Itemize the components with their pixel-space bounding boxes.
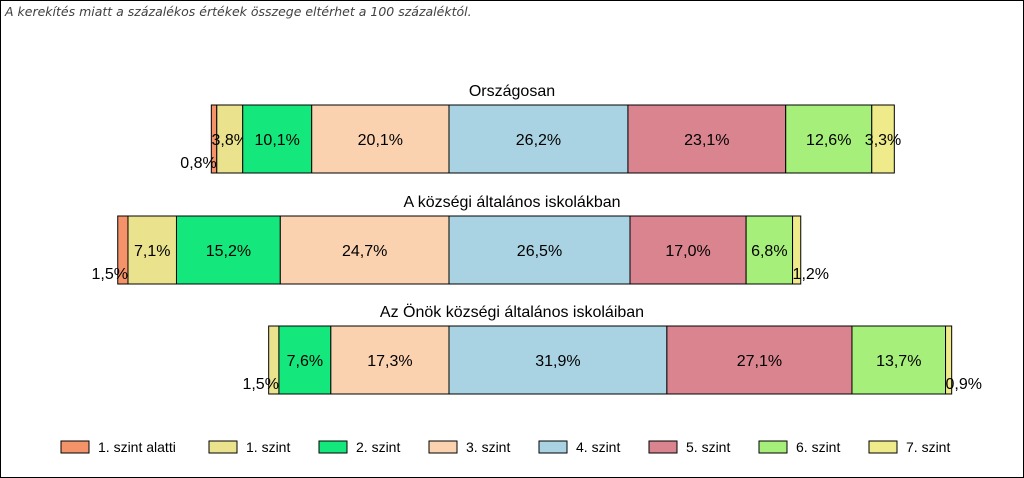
- data-label: 24,7%: [342, 243, 387, 260]
- data-label: 3,8%: [212, 132, 248, 149]
- bar-segment: [745, 215, 794, 285]
- data-label: 31,9%: [535, 353, 580, 370]
- legend-swatch: [60, 440, 90, 454]
- legend-label: 2. szint: [356, 439, 400, 455]
- legend-swatch: [318, 440, 348, 454]
- legend-label: 1. szint alatti: [98, 439, 176, 455]
- data-label: 0,8%: [180, 155, 216, 172]
- data-label: 17,0%: [665, 243, 710, 260]
- legend-swatch: [538, 440, 568, 454]
- data-label: 7,1%: [134, 243, 170, 260]
- bar-title: Az Önök községi általános iskoláiban: [380, 303, 644, 321]
- data-label: 1,5%: [242, 376, 278, 393]
- data-label: 3,3%: [865, 132, 901, 149]
- bar-segment: [785, 104, 873, 174]
- legend-swatch: [868, 440, 898, 454]
- data-label: 15,2%: [206, 243, 251, 260]
- bar-title: A községi általános iskolákban: [403, 194, 620, 211]
- data-label: 27,1%: [737, 353, 782, 370]
- bar-segment: [242, 104, 313, 174]
- data-label: 10,1%: [255, 132, 300, 149]
- bar-segment: [871, 104, 895, 174]
- data-label: 7,6%: [287, 353, 323, 370]
- bar-segment: [448, 325, 668, 395]
- legend-label: 5. szint: [686, 439, 730, 455]
- data-label: 13,7%: [876, 353, 921, 370]
- legend-label: 4. szint: [576, 439, 620, 455]
- bar-segment: [311, 104, 450, 174]
- data-label: 6,8%: [751, 243, 787, 260]
- legend-label: 7. szint: [906, 439, 950, 455]
- legend-label: 3. szint: [466, 439, 510, 455]
- bar-segment: [175, 215, 281, 285]
- data-label: 20,1%: [358, 132, 403, 149]
- legend-label: 1. szint: [246, 439, 290, 455]
- bar-segment: [127, 215, 177, 285]
- legend-swatch: [428, 440, 458, 454]
- bar-segment: [851, 325, 947, 395]
- legend-label: 6. szint: [796, 439, 840, 455]
- data-label: 26,2%: [516, 132, 561, 149]
- bar-segment: [448, 215, 631, 285]
- bar-segment: [666, 325, 853, 395]
- data-label: 23,1%: [684, 132, 729, 149]
- bar-segment: [330, 325, 450, 395]
- data-label: 17,3%: [367, 353, 412, 370]
- legend-swatch: [208, 440, 238, 454]
- legend-swatch: [648, 440, 678, 454]
- data-label: 12,6%: [806, 132, 851, 149]
- data-label: 1,2%: [793, 266, 829, 283]
- bar-segment: [278, 325, 332, 395]
- bar-segment: [945, 325, 953, 395]
- bar-segment: [792, 215, 802, 285]
- data-label: 1,5%: [92, 266, 128, 283]
- bar-title: Országosan: [469, 83, 555, 100]
- data-label: 26,5%: [517, 243, 562, 260]
- rounding-note: A kerekítés miatt a százalékos értékek ö…: [5, 4, 472, 19]
- bar-segment: [448, 104, 629, 174]
- bar-segment: [279, 215, 450, 285]
- bar-segment: [627, 104, 787, 174]
- legend-swatch: [758, 440, 788, 454]
- bar-segment: [629, 215, 747, 285]
- data-label: 0,9%: [946, 376, 982, 393]
